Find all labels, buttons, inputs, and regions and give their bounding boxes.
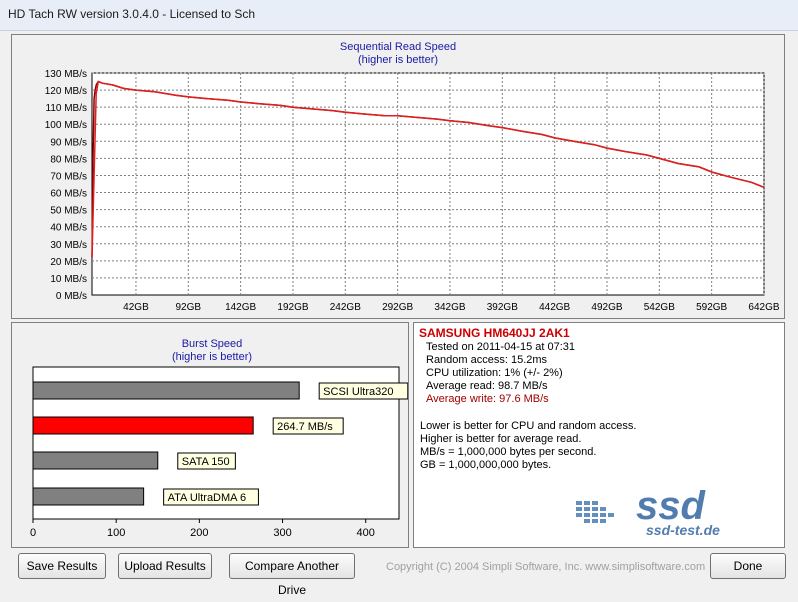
- average-read-text: Average read: 98.7 MB/s: [426, 380, 548, 392]
- sequential-y-tick-label: 30 MB/s: [50, 240, 87, 251]
- sequential-y-tick-label: 60 MB/s: [50, 189, 87, 200]
- burst-chart-title: Burst Speed: [182, 338, 243, 350]
- title-bar: HD Tach RW version 3.0.4.0 - Licensed to…: [0, 0, 798, 31]
- sequential-y-tick-label: 100 MB/s: [45, 120, 87, 131]
- burst-x-tick-label: 0: [30, 527, 36, 539]
- cpu-utilization-text: CPU utilization: 1% (+/- 2%): [426, 367, 563, 379]
- sequential-y-tick-label: 0 MB/s: [56, 291, 87, 302]
- burst-bar: [32, 451, 159, 470]
- note-average-read: Higher is better for average read.: [420, 433, 582, 445]
- sequential-chart-title: Sequential Read Speed: [340, 41, 456, 53]
- save-results-button[interactable]: Save Results: [18, 553, 106, 579]
- sequential-x-tick-label: 592GB: [696, 302, 727, 313]
- burst-data-label: SATA 150: [182, 456, 230, 468]
- drive-name: SAMSUNG HM640JJ 2AK1: [419, 326, 570, 340]
- burst-data-label: 264.7 MB/s: [277, 421, 333, 433]
- sequential-y-tick-label: 40 MB/s: [50, 223, 87, 234]
- sequential-y-tick-label: 10 MB/s: [50, 274, 87, 285]
- sequential-x-tick-label: 642GB: [748, 302, 779, 313]
- sequential-x-tick-label: 442GB: [539, 302, 570, 313]
- random-access-text: Random access: 15.2ms: [426, 354, 548, 366]
- sequential-y-tick-label: 70 MB/s: [50, 171, 87, 182]
- sequential-y-tick-label: 110 MB/s: [46, 103, 88, 114]
- sequential-x-tick-label: 542GB: [644, 302, 675, 313]
- note-gb-definition: GB = 1,000,000,000 bytes.: [420, 459, 552, 471]
- sequential-y-tick-label: 130 MB/s: [45, 69, 87, 80]
- sequential-x-tick-label: 42GB: [123, 302, 149, 313]
- note-cpu-random: Lower is better for CPU and random acces…: [420, 420, 637, 432]
- burst-x-tick-label: 200: [190, 527, 208, 539]
- sequential-plot-area: [91, 72, 765, 296]
- sequential-x-tick-label: 92GB: [176, 302, 202, 313]
- burst-bar: [32, 487, 145, 506]
- burst-chart-panel: Burst Speed (higher is better) SCSI Ultr…: [11, 322, 409, 548]
- burst-x-tick-label: 100: [107, 527, 125, 539]
- note-mbs-definition: MB/s = 1,000,000 bytes per second.: [420, 446, 597, 458]
- sequential-y-tick-label: 120 MB/s: [45, 86, 87, 97]
- sequential-y-tick-label: 90 MB/s: [50, 137, 87, 148]
- sequential-y-tick-label: 80 MB/s: [50, 154, 87, 165]
- burst-x-tick-label: 300: [273, 527, 291, 539]
- sequential-chart: Sequential Read Speed (higher is better)…: [45, 41, 780, 313]
- upload-results-button[interactable]: Upload Results: [118, 553, 212, 579]
- results-info-panel: SAMSUNG HM640JJ 2AK1 Tested on 2011-04-1…: [413, 322, 785, 548]
- sequential-series-line-2: [91, 80, 765, 258]
- average-write-text: Average write: 97.6 MB/s: [426, 393, 549, 405]
- sequential-y-tick-label: 20 MB/s: [50, 257, 87, 268]
- sequential-x-tick-label: 392GB: [487, 302, 518, 313]
- sequential-x-tick-label: 142GB: [225, 302, 256, 313]
- sequential-x-tick-label: 342GB: [434, 302, 465, 313]
- done-button[interactable]: Done: [710, 553, 786, 579]
- sequential-x-tick-label: 292GB: [382, 302, 413, 313]
- sequential-x-tick-label: 192GB: [277, 302, 308, 313]
- window-title: HD Tach RW version 3.0.4.0 - Licensed to…: [8, 7, 256, 21]
- burst-data-label: ATA UltraDMA 6: [168, 492, 246, 504]
- copyright-text: Copyright (C) 2004 Simpli Software, Inc.…: [386, 561, 706, 573]
- svg-text:ssd: ssd: [636, 484, 706, 528]
- burst-chart: Burst Speed (higher is better) SCSI Ultr…: [30, 338, 408, 539]
- burst-data-label-box: [177, 452, 236, 470]
- burst-data-label-box: [163, 488, 259, 506]
- sequential-x-tick-label: 242GB: [330, 302, 361, 313]
- burst-chart-subtitle: (higher is better): [172, 351, 252, 363]
- svg-text:ssd-test.de: ssd-test.de: [646, 522, 720, 538]
- ssd-test-logo: ssd ssd-test.de: [576, 484, 720, 538]
- sequential-chart-subtitle: (higher is better): [358, 54, 438, 66]
- burst-x-tick-label: 400: [357, 527, 375, 539]
- sequential-y-tick-label: 50 MB/s: [50, 206, 87, 217]
- compare-another-drive-button[interactable]: Compare Another Drive: [229, 553, 355, 597]
- sequential-x-tick-label: 492GB: [591, 302, 622, 313]
- burst-data-label-box: [272, 417, 344, 435]
- burst-data-label-box: [318, 382, 408, 400]
- tested-on-text: Tested on 2011-04-15 at 07:31: [426, 341, 576, 353]
- burst-bar: [32, 416, 254, 435]
- burst-bar: [32, 381, 300, 400]
- sequential-chart-panel: Sequential Read Speed (higher is better)…: [11, 34, 785, 319]
- burst-data-label: SCSI Ultra320: [323, 386, 393, 398]
